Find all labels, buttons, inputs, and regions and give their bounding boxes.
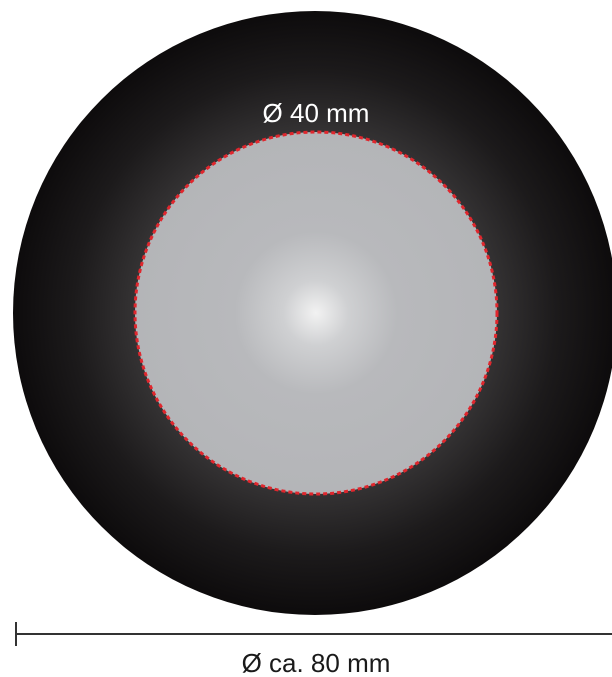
inner-diameter-label: Ø 40 mm	[263, 98, 370, 128]
inner-disc-dashed-outline	[133, 130, 499, 496]
outer-diameter-label: Ø ca. 80 mm	[242, 648, 391, 677]
dimension-line	[15, 622, 612, 646]
inner-disc	[135, 132, 497, 494]
